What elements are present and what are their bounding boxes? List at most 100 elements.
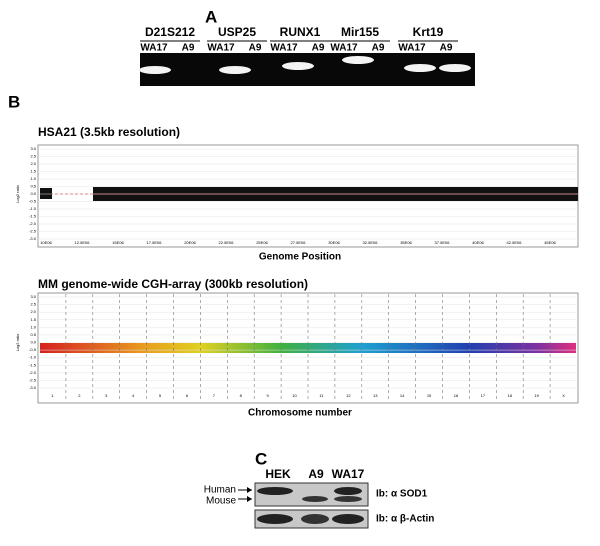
x-tick-label: 32.5E06	[363, 240, 379, 245]
y-tick-label: -2.0	[29, 370, 37, 375]
y-tick-label: -0.5	[29, 199, 37, 204]
lane-label: A9	[249, 43, 262, 54]
x-tick-label: 37.5E06	[435, 240, 451, 245]
x-tick-label: 22.5E06	[219, 240, 235, 245]
y-tick-label: -0.5	[29, 347, 37, 352]
blot-label: Ib: α β-Actin	[376, 514, 434, 525]
y-tick-label: -1.5	[29, 214, 37, 219]
y-axis-label: Log2 ratio	[15, 333, 20, 352]
chromosome-label: 11	[319, 393, 324, 398]
gene-label: D21S212	[145, 25, 195, 39]
y-tick-label: 0.5	[30, 332, 36, 337]
band	[334, 487, 362, 495]
lane-label: A9	[308, 467, 324, 481]
lane-label: A9	[372, 43, 385, 54]
chromosome-label: 6	[186, 393, 189, 398]
y-tick-label: 0.0	[30, 191, 36, 196]
band	[342, 56, 374, 64]
plot-title: HSA21 (3.5kb resolution)	[38, 125, 180, 139]
panel-letter: A	[205, 7, 217, 26]
gene-label: Krt19	[413, 25, 444, 39]
y-tick-label: -2.5	[29, 377, 37, 382]
arrow-head	[247, 487, 252, 493]
y-tick-label: -1.0	[29, 206, 37, 211]
lane-label: WA17	[330, 43, 358, 54]
y-axis-label: Log2 ratio	[15, 184, 20, 203]
lane-label: WA17	[270, 43, 298, 54]
x-tick-label: 15E06	[112, 240, 124, 245]
x-tick-label: 40E06	[472, 240, 484, 245]
lane-label: A9	[182, 43, 195, 54]
x-tick-label: 30E06	[328, 240, 340, 245]
lane-label: A9	[312, 43, 325, 54]
y-tick-label: 1.5	[30, 169, 36, 174]
plot-title: MM genome-wide CGH-array (300kb resoluti…	[38, 277, 308, 291]
band	[139, 66, 171, 74]
y-tick-label: 1.0	[30, 176, 36, 181]
chromosome-label: 14	[400, 393, 405, 398]
band	[439, 64, 471, 72]
y-tick-label: -3.0	[29, 236, 37, 241]
chromosome-label: 9	[267, 393, 270, 398]
y-tick-label: 0.0	[30, 340, 36, 345]
x-tick-label: 35E06	[400, 240, 412, 245]
x-tick-label: 17.5E06	[147, 240, 163, 245]
x-tick-label: 45E06	[544, 240, 556, 245]
x-tick-label: 25E06	[256, 240, 268, 245]
y-tick-label: 1.0	[30, 324, 36, 329]
panel-letter: C	[255, 449, 267, 468]
chromosome-label: 10	[292, 393, 297, 398]
band	[257, 487, 293, 495]
data-cloud	[40, 188, 52, 199]
lane-label: A9	[440, 43, 453, 54]
chromosome-label: 17	[481, 393, 486, 398]
lane-label: WA17	[398, 43, 426, 54]
band	[332, 514, 364, 524]
chromosome-label: 8	[240, 393, 243, 398]
chromosome-label: 18	[508, 393, 513, 398]
band	[301, 514, 329, 524]
chromosome-label: 19	[534, 393, 539, 398]
chromosome-label: 13	[373, 393, 378, 398]
y-tick-label: 2.5	[30, 302, 36, 307]
lane-label: WA17	[207, 43, 235, 54]
y-tick-label: 3.0	[30, 294, 36, 299]
chromosome-label: 16	[454, 393, 459, 398]
chromosome-label: 1	[51, 393, 54, 398]
y-tick-label: -1.0	[29, 355, 37, 360]
chromosome-label: X	[562, 393, 565, 398]
band	[302, 496, 328, 502]
x-tick-label: 10E06	[40, 240, 52, 245]
y-tick-label: -1.5	[29, 362, 37, 367]
y-tick-label: -2.5	[29, 229, 37, 234]
x-tick-label: 20E06	[184, 240, 196, 245]
y-tick-label: 2.0	[30, 309, 36, 314]
gene-label: Mir155	[341, 25, 379, 39]
band	[282, 62, 314, 70]
panel-letter: B	[8, 92, 20, 111]
y-tick-label: 0.5	[30, 184, 36, 189]
blot-label: Ib: α SOD1	[376, 489, 428, 500]
chromosome-label: 7	[213, 393, 216, 398]
band	[404, 64, 436, 72]
y-tick-label: -3.0	[29, 385, 37, 390]
chromosome-label: 4	[132, 393, 135, 398]
x-tick-label: 42.5E06	[507, 240, 523, 245]
band	[334, 496, 362, 502]
arrow-head	[247, 496, 252, 502]
chromosome-label: 15	[427, 393, 432, 398]
y-tick-label: 2.5	[30, 154, 36, 159]
arrow-label: Human	[204, 485, 236, 496]
chromosome-label: 3	[105, 393, 108, 398]
lane-label: HEK	[265, 467, 291, 481]
lane-label: WA17	[140, 43, 168, 54]
y-tick-label: 2.0	[30, 161, 36, 166]
gene-label: RUNX1	[280, 25, 321, 39]
x-axis-label: Genome Position	[259, 252, 341, 263]
x-axis-label: Chromosome number	[248, 408, 352, 419]
chromosome-label: 2	[78, 393, 81, 398]
band	[257, 514, 293, 524]
chromosome-label: 5	[159, 393, 162, 398]
lane-label: WA17	[332, 467, 365, 481]
